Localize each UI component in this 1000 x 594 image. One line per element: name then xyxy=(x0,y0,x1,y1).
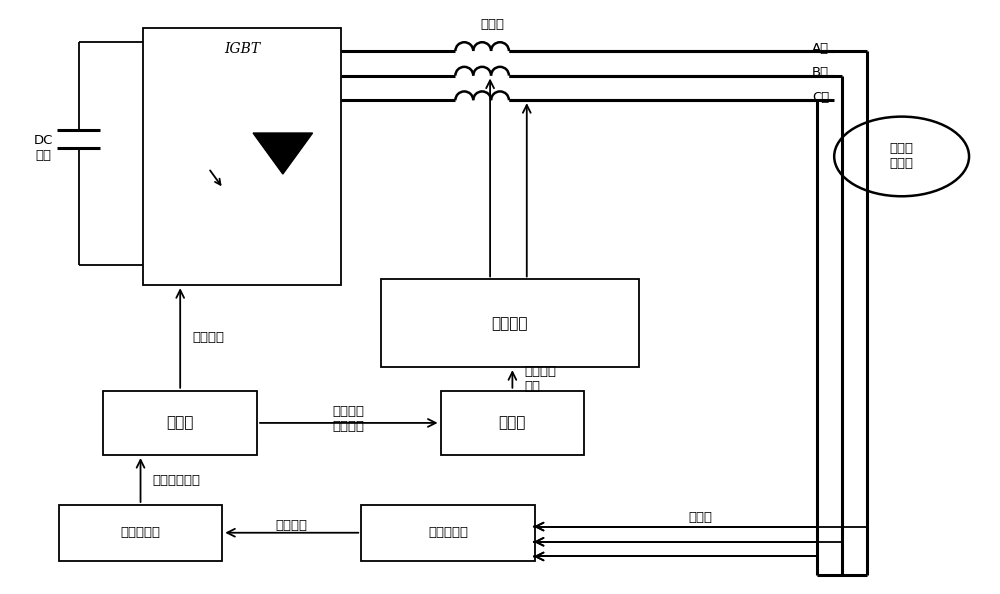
Text: 端电压: 端电压 xyxy=(689,511,713,525)
FancyBboxPatch shape xyxy=(361,505,535,561)
FancyBboxPatch shape xyxy=(59,505,222,561)
FancyBboxPatch shape xyxy=(381,279,639,367)
Text: 电压信号: 电压信号 xyxy=(276,519,308,532)
Text: 驱动指令: 驱动指令 xyxy=(192,331,224,345)
Text: 信号源: 信号源 xyxy=(499,415,526,431)
Text: IGBT: IGBT xyxy=(224,42,260,56)
Text: 高频脉冲
频率指令: 高频脉冲 频率指令 xyxy=(333,405,365,434)
Text: A相: A相 xyxy=(812,42,829,55)
Text: 高频检测
脉冲: 高频检测 脉冲 xyxy=(524,365,556,393)
Text: 带通滤波器: 带通滤波器 xyxy=(121,526,161,539)
Text: DC
电源: DC 电源 xyxy=(34,134,54,162)
FancyBboxPatch shape xyxy=(441,391,584,455)
Text: 高频电压分量: 高频电压分量 xyxy=(152,473,200,486)
Text: 控制器: 控制器 xyxy=(166,415,194,431)
FancyBboxPatch shape xyxy=(103,391,257,455)
Text: B相: B相 xyxy=(812,66,829,79)
FancyBboxPatch shape xyxy=(143,27,341,285)
Text: 无刷直
流电机: 无刷直 流电机 xyxy=(890,143,914,170)
Text: C相: C相 xyxy=(812,91,829,104)
Text: 电压传感器: 电压传感器 xyxy=(428,526,468,539)
Polygon shape xyxy=(253,133,313,174)
Text: 阻波器: 阻波器 xyxy=(480,18,504,31)
Text: 耦合电路: 耦合电路 xyxy=(492,316,528,331)
